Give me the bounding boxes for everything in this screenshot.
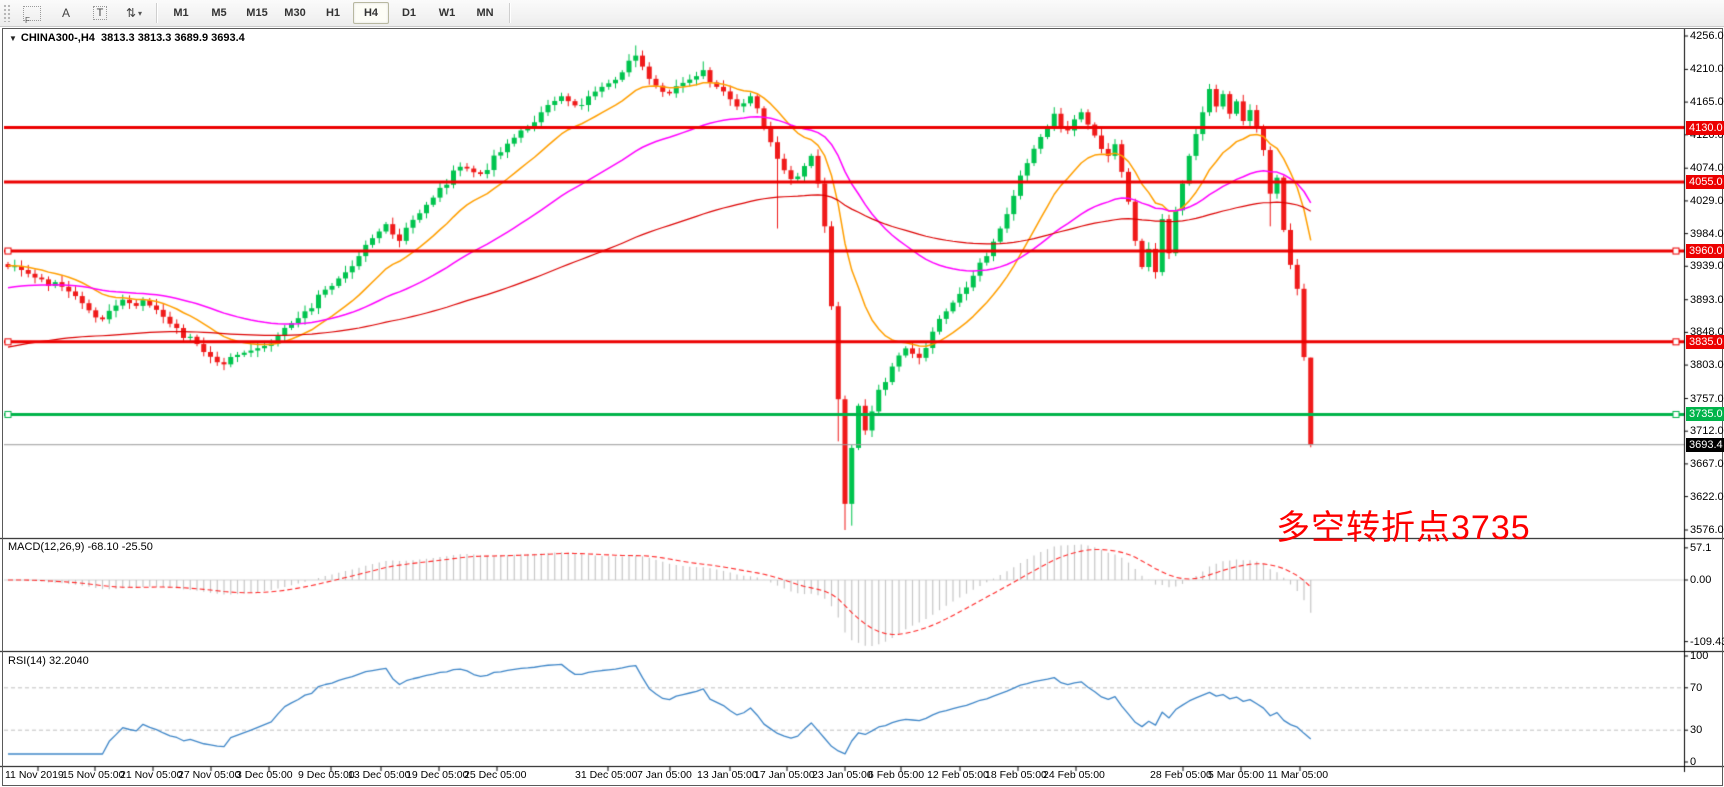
price-axis-label: 4029.0	[1690, 194, 1724, 207]
price-level-badge: 4055.0	[1686, 175, 1724, 190]
price-axis-label: 4256.0	[1690, 30, 1724, 42]
date-axis-label: 28 Feb 05:00	[1150, 769, 1212, 781]
rsi-axis-label: 0	[1690, 756, 1697, 768]
price-level-badge: 4130.0	[1686, 120, 1724, 135]
toolbar-separator	[509, 3, 510, 23]
date-axis-label: 6 Feb 05:00	[868, 769, 925, 781]
top-toolbar: F A T ⇅ ▾ M1 M5 M15 M30 H1 H4 D1 W1 MN	[0, 0, 1724, 27]
timeframe-group: M1 M5 M15 M30 H1 H4 D1 W1 MN	[162, 2, 504, 24]
timeframe-button-m15[interactable]: M15	[246, 7, 268, 19]
timeframe-button-m30[interactable]: M30	[284, 7, 306, 19]
price-axis-label: 3803.0	[1690, 359, 1724, 372]
date-axis-label: 5 Mar 05:00	[1208, 769, 1265, 781]
chart-window: ▼ CHINA300-,H4 3813.3 3813.3 3689.9 3693.…	[0, 28, 1724, 787]
price-axis-label: 3757.0	[1690, 392, 1724, 405]
chart-title: ▼ CHINA300-,H4 3813.3 3813.3 3689.9 3693.…	[9, 32, 245, 44]
date-axis-label: 25 Dec 05:00	[464, 769, 527, 781]
timeframe-button-mn[interactable]: MN	[476, 7, 494, 19]
date-axis-label: 23 Jan 05:00	[812, 769, 873, 781]
rsi-indicator-label: RSI(14) 32.2040	[8, 655, 89, 667]
timeframe-button-m1[interactable]: M1	[173, 7, 189, 19]
price-axis-label: 4210.0	[1690, 63, 1724, 76]
date-axis-label: 13 Dec 05:00	[348, 769, 411, 781]
date-axis-label: 24 Feb 05:00	[1043, 769, 1105, 781]
rsi-axis-label: 30	[1690, 724, 1703, 737]
collapse-arrow-icon[interactable]: ▼	[9, 34, 17, 43]
date-axis-label: 21 Nov 05:00	[120, 769, 183, 781]
date-axis-label: 11 Mar 05:00	[1267, 769, 1329, 781]
timeframe-button-w1[interactable]: W1	[438, 7, 456, 19]
macd-axis-label: 0.00	[1690, 574, 1712, 586]
price-axis-label: 3712.0	[1690, 425, 1724, 438]
price-axis-label: 3939.0	[1690, 260, 1724, 273]
date-axis-label: 12 Feb 05:00	[927, 769, 989, 781]
date-axis-label: 3 Dec 05:00	[236, 769, 293, 781]
price-axis-label: 4074.0	[1690, 162, 1724, 175]
price-axis-label: 3622.0	[1690, 490, 1724, 503]
chart-canvas[interactable]	[0, 28, 1724, 787]
price-level-badge: 3960.0	[1686, 244, 1724, 259]
timeframe-button-h1[interactable]: H1	[325, 7, 341, 19]
timeframe-button-h4[interactable]: H4	[353, 2, 389, 24]
price-level-badge: 3835.0	[1686, 334, 1724, 349]
date-axis-label: 18 Feb 05:00	[985, 769, 1047, 781]
date-axis-label: 31 Dec 05:00	[575, 769, 638, 781]
rsi-axis-label: 100	[1690, 650, 1709, 662]
macd-axis-label: 57.1	[1690, 541, 1712, 554]
price-axis-label: 4165.0	[1690, 96, 1724, 109]
chart-ohlc-values: 3813.3 3813.3 3689.9 3693.4	[101, 32, 245, 44]
price-axis-label: 3984.0	[1690, 227, 1724, 240]
macd-indicator-label: MACD(12,26,9) -68.10 -25.50	[8, 541, 153, 553]
date-axis-label: 19 Dec 05:00	[406, 769, 469, 781]
arrow-tools-icon[interactable]: ⇅ ▾	[125, 6, 143, 20]
chart-grid-f-icon[interactable]: F	[16, 2, 48, 25]
price-axis-label: 3667.0	[1690, 457, 1724, 470]
price-axis-label: 3893.0	[1690, 293, 1724, 306]
chart-text-annotation: 多空转折点3735	[1276, 509, 1531, 547]
chart-symbol-period: CHINA300-,H4	[20, 32, 95, 44]
date-axis-label: 17 Jan 05:00	[754, 769, 815, 781]
date-axis-label: 15 Nov 05:00	[62, 769, 125, 781]
date-axis-label: 13 Jan 05:00	[697, 769, 758, 781]
date-axis-label: 7 Jan 05:00	[637, 769, 692, 781]
price-level-badge: 3735.0	[1686, 407, 1724, 422]
toolbar-separator	[156, 3, 157, 23]
font-a-icon[interactable]: A	[61, 6, 70, 20]
timeframe-button-m5[interactable]: M5	[211, 7, 227, 19]
drawing-tools-group: F A T ⇅ ▾	[15, 2, 151, 25]
timeframe-button-d1[interactable]: D1	[401, 7, 417, 19]
price-axis-label: 3576.0	[1690, 524, 1724, 536]
date-axis-label: 9 Dec 05:00	[298, 769, 355, 781]
date-axis-label: 11 Nov 2019	[5, 769, 64, 781]
text-label-icon[interactable]: T	[84, 2, 116, 24]
macd-axis-label: -109.43	[1690, 635, 1724, 648]
toolbar-drag-handle[interactable]	[3, 4, 11, 22]
rsi-axis-label: 70	[1690, 681, 1703, 694]
date-axis-label: 27 Nov 05:00	[178, 769, 241, 781]
current-price-badge: 3693.4	[1686, 437, 1724, 452]
